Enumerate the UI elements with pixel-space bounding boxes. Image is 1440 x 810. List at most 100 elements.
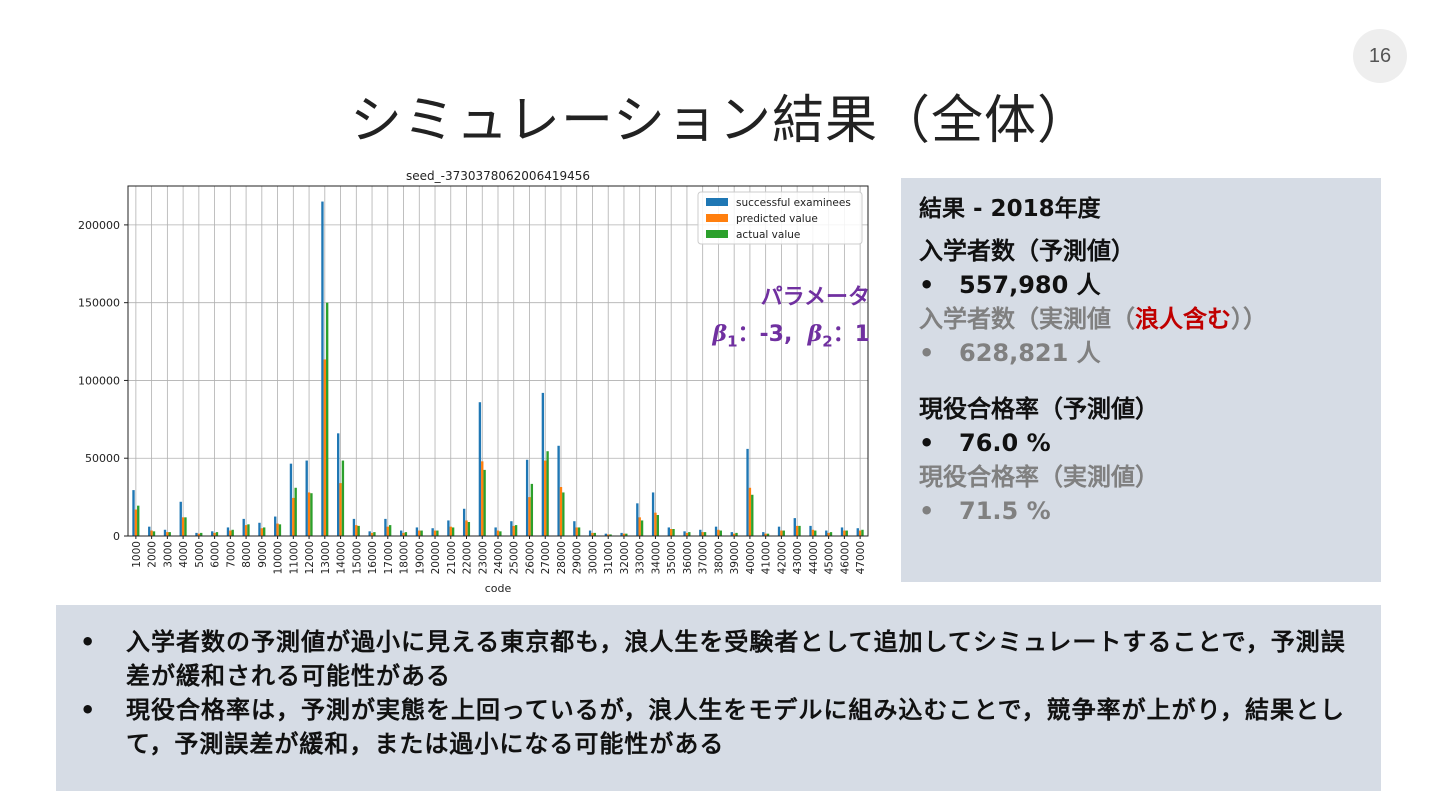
bar [609, 534, 612, 536]
bar [625, 533, 628, 536]
bar [213, 532, 216, 536]
bar [499, 531, 502, 536]
bar [181, 517, 185, 536]
bar [150, 530, 153, 536]
bar [751, 494, 754, 536]
bar [289, 463, 293, 536]
x-tick-label: 2000 [147, 541, 159, 568]
x-tick-label: 23000 [477, 541, 489, 574]
bar [541, 392, 545, 536]
bar-chart-svg: seed_-3730378062006419456 05000010000015… [78, 169, 869, 595]
bar [530, 483, 534, 536]
y-tick-label: 200000 [78, 219, 120, 232]
bar [404, 532, 408, 536]
x-tick-label: 28000 [556, 541, 568, 574]
bar [179, 501, 182, 536]
bar [370, 532, 374, 536]
plot-frame [127, 185, 869, 537]
legend-label: actual value [736, 229, 800, 241]
bar [512, 525, 515, 536]
predicted-rate-item: • 76.0 % [919, 426, 1363, 460]
bar [514, 525, 518, 536]
bar [483, 469, 486, 536]
x-tick-label: 44000 [808, 541, 820, 574]
bar [462, 508, 466, 536]
bar [593, 532, 597, 536]
x-tick-label: 26000 [524, 541, 536, 574]
bar [777, 526, 781, 536]
bar [373, 532, 376, 536]
predicted-entrants-value: 557,980 人 [959, 271, 1101, 299]
x-tick-label: 11000 [288, 541, 300, 574]
bar [546, 451, 549, 536]
legend-swatch [706, 230, 728, 238]
bar [215, 532, 219, 536]
bar [231, 529, 234, 536]
bar [544, 460, 547, 536]
y-tick-label: 150000 [78, 297, 120, 310]
bar [323, 359, 326, 536]
actual-entrants-label-highlight: 浪人含む [1135, 305, 1231, 333]
beta2-value: ：1 [832, 322, 870, 347]
bar [640, 520, 644, 536]
bar [263, 527, 266, 536]
actual-entrants-label: 入学者数（実測値（浪人含む）） [919, 302, 1363, 336]
bar [829, 532, 833, 536]
predicted-entrants-item: • 557,980 人 [919, 268, 1363, 302]
x-tick-label: 8000 [241, 541, 253, 568]
bar [557, 445, 560, 536]
bar [845, 530, 848, 536]
bar [825, 530, 828, 536]
bar [688, 532, 691, 536]
bar [276, 523, 279, 536]
x-tick-label: 13000 [320, 541, 332, 574]
x-tick-label: 25000 [509, 541, 521, 574]
summary-item: • 入学者数の予測値が過小に見える東京都も，浪人生を受験者として追加してシミュレ… [80, 625, 1357, 693]
bar [699, 529, 702, 536]
bar [211, 531, 214, 536]
bar [447, 520, 450, 536]
bar [746, 448, 749, 536]
bar [858, 530, 862, 536]
bar [510, 521, 513, 536]
chart-title: seed_-3730378062006419456 [406, 169, 590, 183]
bar [840, 527, 844, 536]
bar [798, 525, 801, 536]
bar [573, 521, 576, 536]
bar [355, 525, 358, 536]
bar [562, 492, 565, 536]
x-tick-label: 24000 [493, 541, 505, 574]
results-heading: 結果 - 2018年度 [919, 196, 1101, 222]
x-tick-label: 4000 [178, 541, 190, 568]
bar [861, 529, 864, 536]
x-axis-label: code [485, 582, 512, 595]
actual-rate-item: • 71.5 % [919, 494, 1363, 528]
beta2-subscript: 2 [822, 332, 833, 351]
bullet: • [919, 339, 935, 367]
bar [764, 533, 767, 536]
bar [305, 460, 308, 536]
bar [607, 534, 610, 536]
chart-legend: successful examinees predicted value actua… [697, 191, 863, 245]
x-tick-label: 18000 [399, 541, 411, 574]
bar [132, 490, 135, 536]
bar [638, 517, 641, 536]
actual-rate-value: 71.5 % [959, 497, 1051, 525]
legend-label: successful examinees [736, 197, 851, 209]
bar [735, 532, 738, 536]
bar [793, 518, 796, 536]
x-tick-label: 39000 [729, 541, 741, 574]
bar [575, 527, 578, 536]
bar [683, 531, 686, 536]
bar [357, 525, 360, 536]
bar [337, 433, 340, 536]
bar [418, 530, 421, 536]
bar [620, 532, 623, 536]
summary-panel: • 入学者数の予測値が過小に見える東京都も，浪人生を受験者として追加してシミュレ… [56, 605, 1381, 791]
x-tick-label: 10000 [273, 541, 285, 574]
summary-item: • 現役合格率は，予測が実態を上回っているが，浪人生をモデルに組み込むことで，競… [80, 693, 1357, 761]
bar [420, 530, 423, 536]
bar [559, 487, 563, 536]
bar [292, 497, 295, 536]
bar [307, 492, 311, 536]
